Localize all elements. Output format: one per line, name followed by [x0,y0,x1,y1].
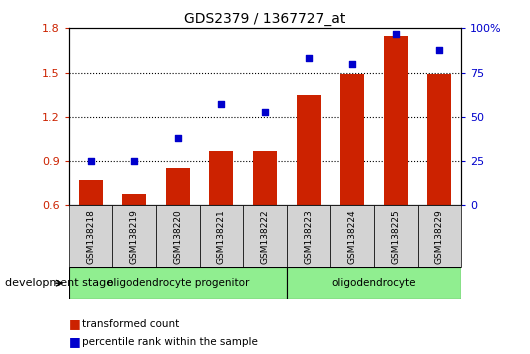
FancyBboxPatch shape [287,205,330,267]
FancyBboxPatch shape [418,205,461,267]
Bar [79,180,103,205]
Point [392,31,400,36]
Bar [384,36,408,205]
Bar [297,95,321,205]
Text: ■: ■ [69,335,81,348]
Text: percentile rank within the sample: percentile rank within the sample [82,337,258,347]
FancyBboxPatch shape [69,205,112,267]
Point [435,47,444,52]
FancyBboxPatch shape [287,267,461,299]
Point [261,109,269,114]
Text: GSM138222: GSM138222 [261,209,269,264]
Bar [427,74,452,205]
Text: GDS2379 / 1367727_at: GDS2379 / 1367727_at [184,12,346,27]
Text: GSM138224: GSM138224 [348,209,357,264]
Text: oligodendrocyte progenitor: oligodendrocyte progenitor [107,278,249,288]
Bar [253,151,277,205]
Point [348,61,356,67]
Text: GSM138225: GSM138225 [391,209,400,264]
Bar [166,169,190,205]
FancyBboxPatch shape [200,205,243,267]
Bar [209,151,233,205]
Text: GSM138221: GSM138221 [217,209,226,264]
Text: GSM138229: GSM138229 [435,209,444,264]
Text: development stage: development stage [5,278,113,288]
Text: oligodendrocyte: oligodendrocyte [332,278,416,288]
Point [217,102,226,107]
FancyBboxPatch shape [112,205,156,267]
Bar [122,194,146,205]
FancyBboxPatch shape [243,205,287,267]
Text: GSM138218: GSM138218 [86,209,95,264]
Text: GSM138220: GSM138220 [173,209,182,264]
FancyBboxPatch shape [330,205,374,267]
Text: GSM138223: GSM138223 [304,209,313,264]
Bar [340,74,364,205]
FancyBboxPatch shape [374,205,418,267]
Point [86,158,95,164]
Point [130,158,138,164]
Point [304,56,313,61]
Text: ■: ■ [69,318,81,330]
Text: GSM138219: GSM138219 [130,209,139,264]
FancyBboxPatch shape [69,267,287,299]
Text: transformed count: transformed count [82,319,179,329]
FancyBboxPatch shape [156,205,200,267]
Point [174,135,182,141]
